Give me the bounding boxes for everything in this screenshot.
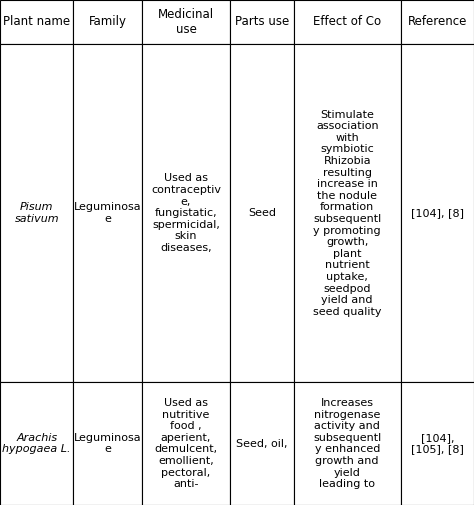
Bar [294,0,401,44]
Text: Seed: Seed [248,208,276,218]
Text: Leguminosa
e: Leguminosa e [74,433,142,454]
Bar [0,44,73,382]
Bar [0,382,73,505]
Bar [0,0,73,44]
Text: Seed, oil,: Seed, oil, [236,439,288,448]
Text: Plant name: Plant name [3,16,70,28]
Text: Reference: Reference [408,16,467,28]
Text: Pisum
sativum: Pisum sativum [14,203,59,224]
Bar [142,382,230,505]
Text: [104],
[105], [8]: [104], [105], [8] [411,433,464,454]
Text: [104], [8]: [104], [8] [411,208,464,218]
Text: Stimulate
association
with
symbiotic
Rhizobia
resulting
increase in
the nodule
f: Stimulate association with symbiotic Rhi… [313,110,382,317]
Bar [401,44,474,382]
Text: Used as
contraceptiv
e,
fungistatic,
spermicidal,
skin
diseases,: Used as contraceptiv e, fungistatic, spe… [151,173,221,253]
Bar [142,0,230,44]
Text: Effect of Co: Effect of Co [313,16,381,28]
Bar [230,0,294,44]
Bar [230,382,294,505]
Bar [294,44,401,382]
Bar [294,382,401,505]
Text: Medicinal
use: Medicinal use [158,8,214,36]
Bar [73,0,142,44]
Text: Leguminosa
e: Leguminosa e [74,203,142,224]
Text: Used as
nutritive
food ,
aperient,
demulcent,
emollient,
pectoral,
anti-: Used as nutritive food , aperient, demul… [155,398,218,489]
Text: Increases
nitrogenase
activity and
subsequentl
y enhanced
growth and
yield
leadi: Increases nitrogenase activity and subse… [313,398,381,489]
Bar [230,44,294,382]
Bar [401,382,474,505]
Text: Parts use: Parts use [235,16,289,28]
Bar [73,44,142,382]
Bar [142,44,230,382]
Text: Family: Family [89,16,127,28]
Bar [401,0,474,44]
Bar [73,382,142,505]
Text: Arachis
hypogaea L.: Arachis hypogaea L. [2,433,71,454]
